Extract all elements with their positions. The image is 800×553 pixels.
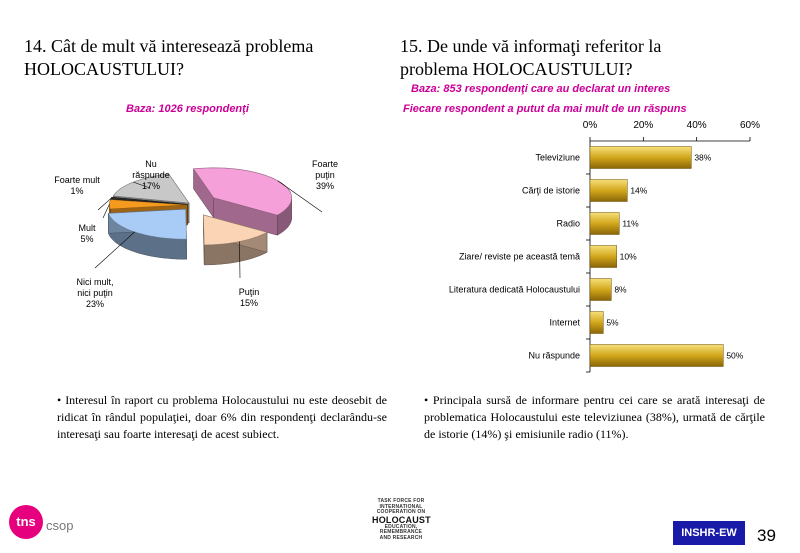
bar-5: [589, 311, 604, 334]
left-title-line1: 14. Cât de mult vă interesează problema: [24, 36, 314, 56]
pie-leaders: [94, 180, 323, 279]
tns-logo-icon: tns: [9, 505, 43, 539]
pie-leader-0: [277, 180, 323, 213]
pie-label-nu-raspunde: Nu răspunde 17%: [132, 159, 170, 191]
right-title-line1: 15. De unde vă informaţi referitor la: [400, 36, 662, 56]
x-tick-label-2: 40%: [687, 120, 707, 131]
pie-label-nici: Nici mult, nici puţin 23%: [76, 277, 114, 309]
pie-slice-0: [192, 167, 292, 216]
category-label-6: Nu răspunde: [528, 351, 580, 361]
value-label-3: 10%: [620, 252, 637, 262]
left-bullet-text: • Interesul în raport cu problema Holoca…: [57, 393, 387, 441]
tns-logo-text: tns: [16, 514, 36, 529]
bar-4: [589, 278, 612, 301]
x-tick-label-1: 20%: [633, 120, 653, 131]
right-bullet-text: • Principala sursă de informare pentru c…: [424, 393, 765, 441]
task-force-logo: TASK FORCE FOR INTERNATIONAL COOPERATION…: [372, 498, 431, 541]
left-title-line2: HOLOCAUSTULUI?: [24, 59, 184, 79]
bar-marks: Televiziune 38% Cărţi de istorie 14% Radio 11…: [449, 146, 744, 367]
value-label-4: 8%: [614, 285, 627, 295]
pie-slice-2: [107, 208, 187, 240]
pie-leader-4: [97, 197, 112, 211]
right-title-line2: problema HOLOCAUSTULUI?: [400, 59, 633, 79]
pie-label-foarte-mult: Foarte mult 1%: [54, 175, 100, 196]
pie-tops: [107, 167, 292, 246]
category-label-5: Internet: [549, 318, 580, 328]
category-label-1: Cărţi de istorie: [522, 186, 580, 196]
bar-6: [589, 344, 724, 367]
pie-label-putin: Puţin 15%: [238, 287, 260, 308]
x-tick-label-0: 0%: [583, 120, 598, 131]
category-label-0: Televiziune: [535, 153, 580, 163]
right-title: 15. De unde vă informaţi referitor la pr…: [400, 35, 780, 81]
right-note: Fiecare respondent a putut da mai mult d…: [403, 103, 687, 115]
bar-0: [589, 146, 692, 169]
pie-chart: [94, 167, 323, 279]
value-label-6: 50%: [726, 351, 743, 361]
pie-leader-2: [94, 231, 135, 269]
pie-leader-1: [239, 241, 241, 279]
category-label-4: Literatura dedicată Holocaustului: [449, 285, 580, 295]
csop-logo-text: csop: [46, 518, 74, 533]
category-label-3: Ziare/ reviste pe această temă: [459, 252, 580, 262]
category-label-2: Radio: [556, 219, 580, 229]
pie-leader-3: [102, 204, 110, 219]
bar-chart: 0% 20% 40% 60% Televiziune 38% Cărţi de istor…: [449, 120, 760, 373]
right-base: Baza: 853 respondenţi care au declarat u…: [411, 83, 671, 95]
x-tick-label-3: 60%: [740, 120, 760, 131]
left-base: Baza: 1026 respondenţi: [126, 103, 249, 115]
page-number: 39: [757, 526, 776, 545]
value-label-2: 11%: [622, 219, 639, 229]
pie-label-mult: Mult 5%: [78, 223, 96, 244]
value-label-1: 14%: [630, 186, 647, 196]
left-title: 14. Cât de mult vă interesează problema …: [24, 35, 384, 81]
bar-1: [589, 179, 628, 202]
pie-label-foarte-putin: Foarte puţin 39%: [311, 159, 338, 191]
pie-leader-5: [133, 181, 151, 189]
value-label-5: 5%: [606, 318, 619, 328]
bar-2: [589, 212, 620, 235]
value-label-0: 38%: [694, 153, 711, 163]
bar-3: [589, 245, 617, 268]
inshr-ew-badge: INSHR-EW: [673, 521, 745, 545]
